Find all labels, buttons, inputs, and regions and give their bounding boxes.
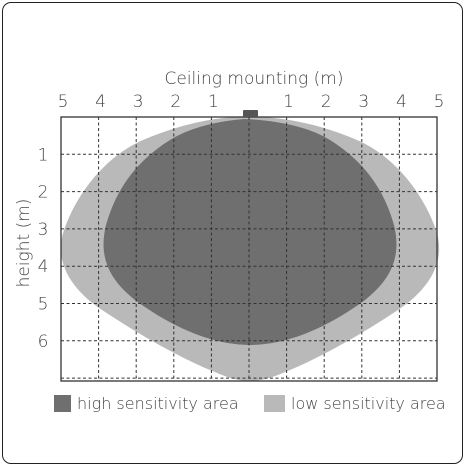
x-tick-label: 3	[133, 92, 144, 112]
y-tick-label: 4	[38, 257, 49, 277]
y-tick-label: 5	[38, 295, 49, 315]
diagram-title: Ceiling mounting (m)	[165, 69, 344, 89]
x-tick-label: 1	[208, 92, 219, 112]
legend-high-label: high sensitivity area	[77, 394, 239, 413]
x-tick-label: 2	[170, 92, 181, 112]
legend-low-swatch	[264, 395, 285, 412]
x-tick-label: 4	[396, 92, 407, 112]
y-tick-label: 3	[38, 220, 49, 240]
y-tick-label: 1	[38, 145, 49, 165]
x-tick-label: 5	[58, 92, 69, 112]
y-axis-label: height (m)	[14, 199, 34, 288]
legend-low-label: low sensitivity area	[291, 394, 446, 413]
sensor-icon	[243, 110, 258, 117]
legend: high sensitivity area low sensitivity ar…	[54, 394, 446, 413]
x-tick-labels: 5 4 3 2 1 1 2 3 4 5	[58, 92, 445, 112]
legend-high-swatch	[54, 395, 71, 412]
x-tick-label: 1	[283, 92, 294, 112]
y-tick-label: 6	[38, 332, 49, 352]
x-tick-label: 4	[95, 92, 106, 112]
y-tick-label: 2	[38, 183, 49, 203]
x-tick-label: 5	[434, 92, 445, 112]
x-tick-label: 3	[358, 92, 369, 112]
y-tick-labels: 1 2 3 4 5 6	[38, 145, 49, 351]
x-tick-label: 2	[321, 92, 332, 112]
